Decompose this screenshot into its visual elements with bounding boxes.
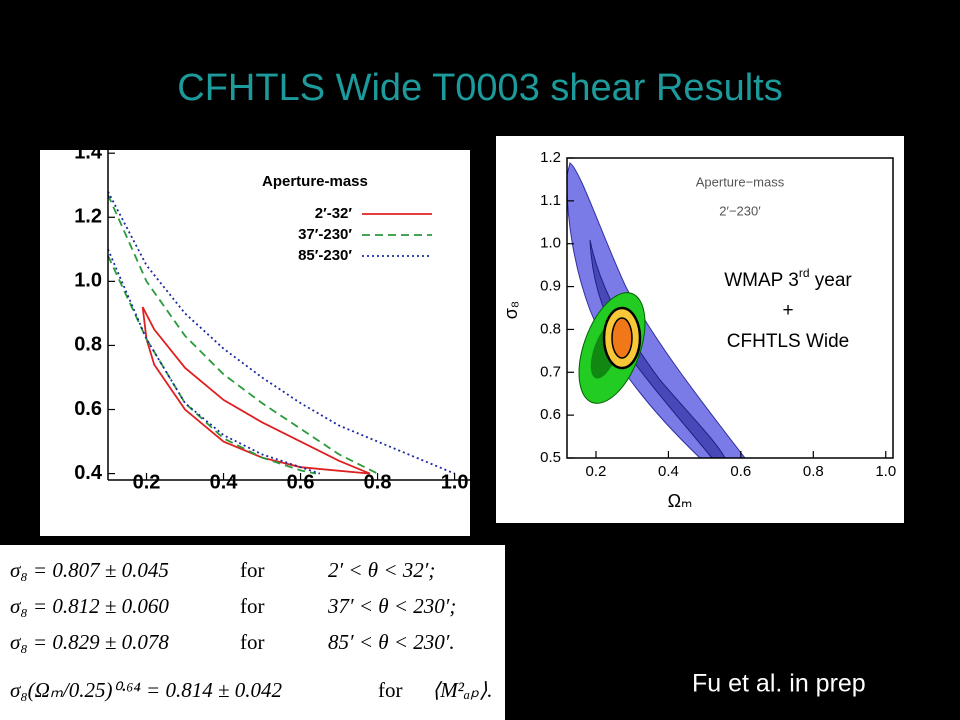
overlay-part: WMAP 3 [724, 270, 799, 291]
y-tick-label: 0.8 [74, 334, 102, 356]
equation-lhs: σ₈(Ωₘ/0.25)⁰·⁶⁴ = 0.814 ± 0.042 [10, 678, 282, 702]
equation-condition: 2′ < θ < 32′; [328, 558, 435, 582]
y-tick-label: 1.2 [540, 149, 561, 166]
series-line [107, 191, 455, 475]
legend-title: Aperture-mass [262, 173, 368, 190]
overlay-text: CFHTLS Wide [727, 331, 849, 352]
y-tick-label: 1.1 [540, 192, 561, 209]
y-tick-label: 0.9 [540, 278, 561, 295]
y-tick-label: 0.6 [540, 406, 561, 423]
equation-panel [0, 545, 505, 720]
x-tick-label: 0.6 [287, 471, 315, 493]
contour-orange [611, 317, 633, 359]
credit: Fu et al. in prep [692, 670, 866, 698]
x-tick-label: 0.2 [586, 463, 607, 480]
slide-title: CFHTLS Wide T0003 shear Results [177, 67, 782, 109]
equation-condition: 85′ < θ < 230′. [328, 630, 455, 654]
y-tick-label: 0.5 [540, 449, 561, 466]
x-tick-label: 0.4 [210, 471, 239, 493]
equation-lhs: σ₈ = 0.829 ± 0.078 [10, 630, 169, 654]
series-line [141, 306, 371, 475]
equation-for: for [240, 594, 265, 618]
annotation: Aperture−mass [696, 174, 785, 189]
series-line [107, 194, 378, 475]
x-tick-label: 0.2 [133, 471, 161, 493]
x-tick-label: 0.8 [364, 471, 392, 493]
y-tick-label: 0.6 [74, 398, 102, 420]
equation-for: for [240, 630, 265, 654]
overlay-part: year [810, 270, 853, 291]
x-tick-label: 1.0 [441, 471, 469, 493]
x-axis-label: Ωₘ [668, 491, 693, 511]
x-tick-label: 0.8 [803, 463, 824, 480]
equation-condition: ⟨M²ₐₚ⟩. [432, 678, 493, 702]
equation-for: for [240, 558, 265, 582]
y-tick-label: 0.7 [540, 363, 561, 380]
y-tick-label: 0.8 [540, 320, 561, 337]
legend-label: 37′-230′ [298, 226, 352, 243]
contours [566, 162, 747, 459]
overlay-text: + [782, 300, 793, 321]
x-tick-label: 0.4 [658, 463, 679, 480]
y-tick-label: 1.0 [540, 235, 561, 252]
equation-condition: 37′ < θ < 230′; [327, 594, 456, 618]
y-axis-label: σ₈ [501, 301, 521, 320]
x-tick-label: 0.6 [730, 463, 751, 480]
y-tick-label: 1.0 [74, 270, 102, 292]
overlay-text: WMAP 3rd year [724, 266, 852, 291]
y-tick-label: 0.4 [74, 462, 103, 484]
overlay-sup: rd [799, 266, 810, 280]
y-tick-label: 1.2 [74, 206, 102, 228]
annotation: 2′−230′ [719, 203, 761, 218]
left-panel [40, 150, 470, 536]
equation-lhs: σ₈ = 0.812 ± 0.060 [10, 594, 169, 618]
plot-frame [566, 157, 894, 459]
equation-for: for [378, 678, 403, 702]
y-tick-label: 1.4 [74, 141, 103, 163]
x-tick-label: 1.0 [875, 463, 896, 480]
legend-label: 85′-230′ [298, 247, 352, 264]
legend-label: 2′-32′ [315, 205, 353, 222]
equation-lhs: σ₈ = 0.807 ± 0.045 [10, 558, 169, 582]
